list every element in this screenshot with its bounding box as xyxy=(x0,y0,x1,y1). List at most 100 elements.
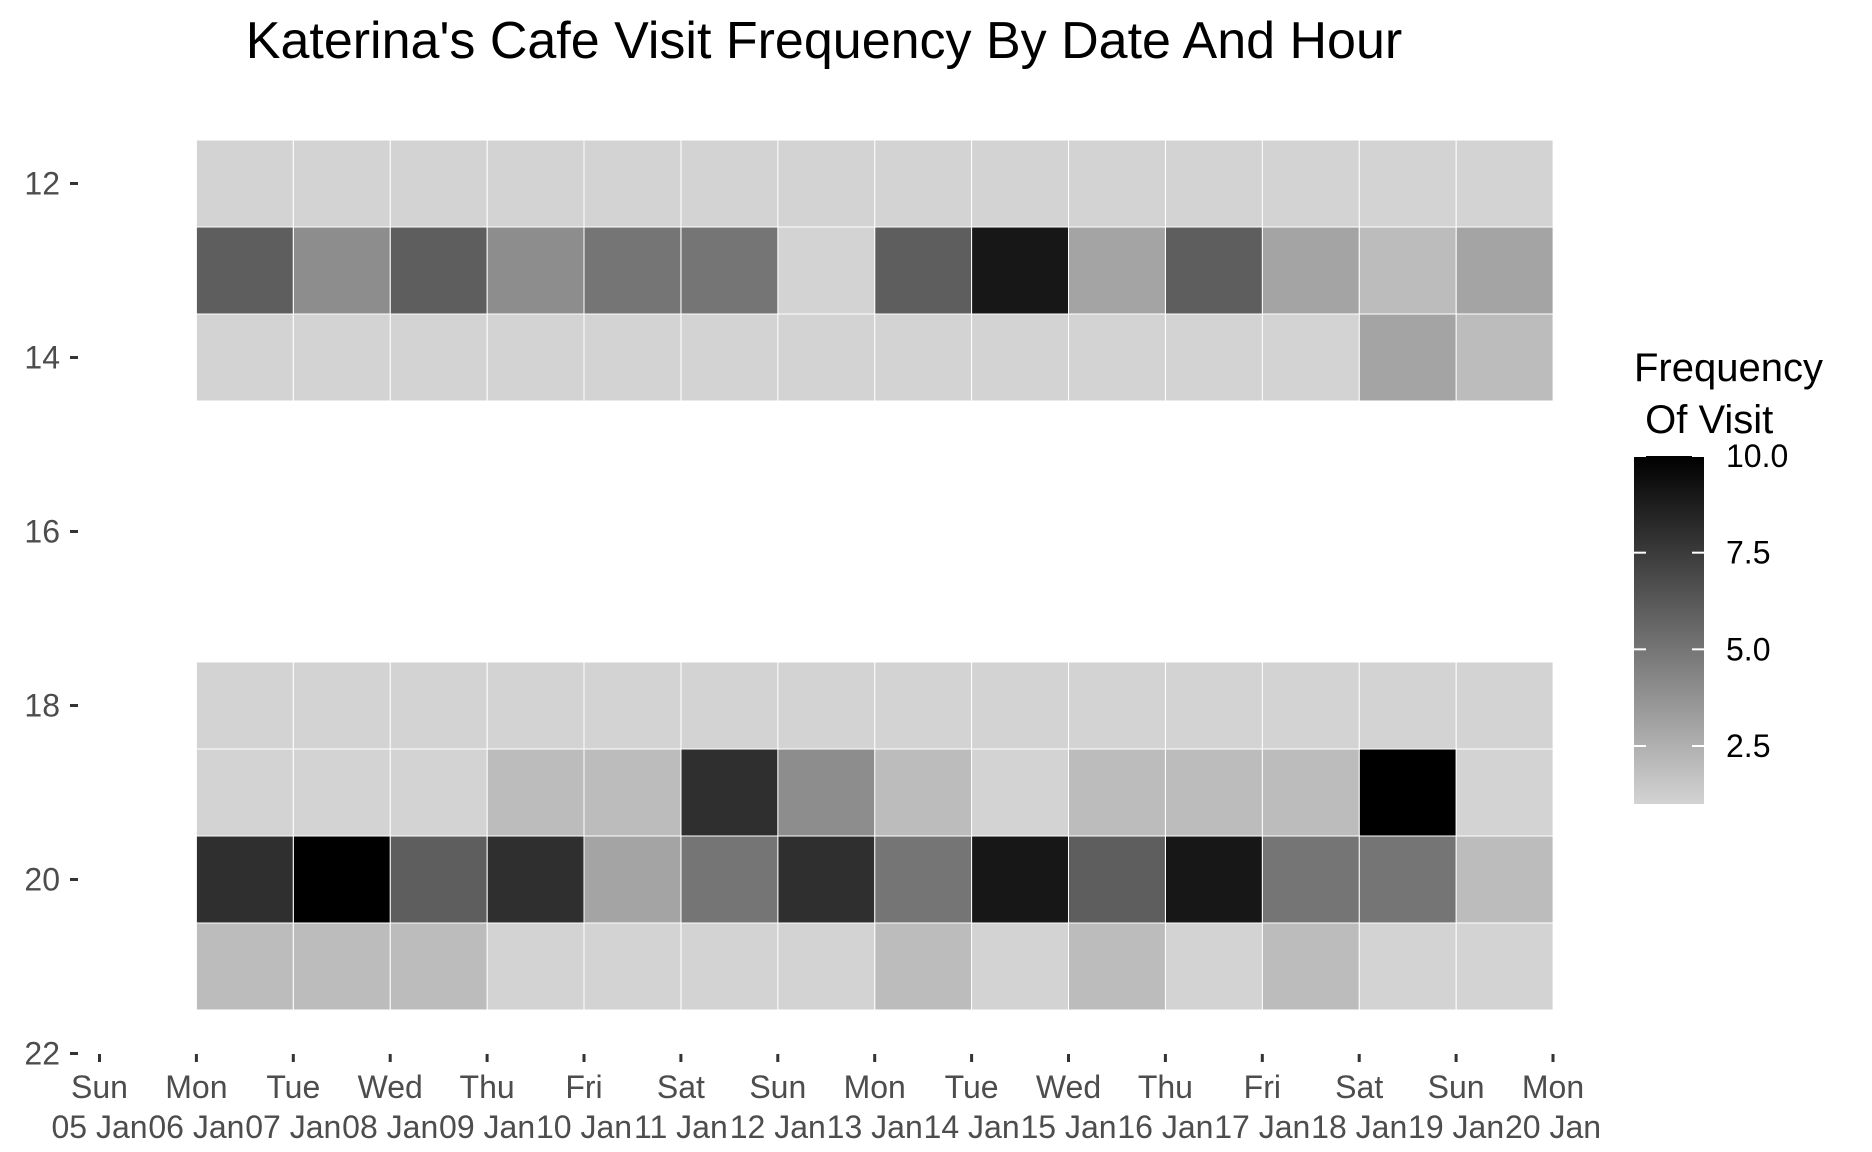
y-tick-label: 22 xyxy=(24,1036,60,1072)
heatmap-tile xyxy=(1261,661,1360,750)
heatmap-tile xyxy=(389,661,488,750)
legend-title-line-2: Of Visit xyxy=(1634,398,1773,442)
heatmap-tile xyxy=(195,922,294,1011)
heatmap-tile xyxy=(680,922,779,1011)
heatmap-tile xyxy=(486,835,585,924)
x-tick-date: 18 Jan xyxy=(1311,1109,1407,1145)
x-tick-date: 17 Jan xyxy=(1214,1109,1310,1145)
x-tick-weekday: Sun xyxy=(1428,1069,1485,1105)
heatmap-tile xyxy=(1261,226,1360,315)
heatmap-tile xyxy=(680,139,779,228)
heatmap-tile xyxy=(583,313,682,402)
heatmap-tile xyxy=(292,139,391,228)
x-tick-date: 10 Jan xyxy=(536,1109,632,1145)
heatmap-tile xyxy=(195,139,294,228)
x-tick-date: 08 Jan xyxy=(342,1109,438,1145)
heatmap-tile xyxy=(1068,226,1166,315)
heatmap-tile xyxy=(195,835,294,924)
x-tick-weekday: Thu xyxy=(1138,1069,1193,1105)
heatmap-tile xyxy=(1358,139,1457,228)
heatmap-tile xyxy=(971,226,1069,315)
heatmap-tile xyxy=(777,139,876,228)
heatmap-tile xyxy=(777,922,876,1011)
x-tick-date: 12 Jan xyxy=(730,1109,826,1145)
heatmap-tile xyxy=(680,748,779,837)
x-tick-date: 09 Jan xyxy=(439,1109,535,1145)
heatmap-tile xyxy=(583,661,682,750)
x-tick-weekday: Sun xyxy=(749,1069,806,1105)
heatmap-tile xyxy=(583,922,682,1011)
heatmap-tile xyxy=(1358,661,1457,750)
x-tick-weekday: Wed xyxy=(358,1069,423,1105)
heatmap-tile xyxy=(486,922,585,1011)
heatmap-tile xyxy=(486,139,585,228)
x-tick-date: 07 Jan xyxy=(245,1109,341,1145)
x-axis: Sun 05 Jan Mon 06 Jan Tue 07 Jan Wed 08 Jan Thu 0… xyxy=(51,1054,1601,1145)
heatmap-tile xyxy=(1165,661,1263,750)
heatmap-tile xyxy=(1261,835,1360,924)
heatmap-tile xyxy=(1455,661,1554,750)
heatmap-tile xyxy=(971,922,1069,1011)
heatmap-tile xyxy=(486,313,585,402)
heatmap-tile xyxy=(389,922,488,1011)
heatmap-tile xyxy=(1068,835,1166,924)
heatmap-tile xyxy=(292,661,391,750)
heatmap-tile xyxy=(486,748,585,837)
heatmap-tile xyxy=(1068,313,1166,402)
heatmap-tile xyxy=(583,226,682,315)
heatmap-tile xyxy=(1261,313,1360,402)
y-tick-label: 18 xyxy=(24,688,60,724)
heatmap-tile xyxy=(1358,835,1457,924)
heatmap-tile xyxy=(874,226,973,315)
y-tick-label: 16 xyxy=(24,514,60,550)
heatmap-tile xyxy=(1455,922,1554,1011)
x-tick-weekday: Thu xyxy=(460,1069,515,1105)
x-tick-date: 06 Jan xyxy=(148,1109,244,1145)
heatmap-tile xyxy=(1068,139,1166,228)
heatmap-tile xyxy=(777,313,876,402)
heatmap-tile xyxy=(971,748,1069,837)
heatmap-tile xyxy=(292,922,391,1011)
x-tick-date: 20 Jan xyxy=(1505,1109,1601,1145)
heatmap-tile xyxy=(195,661,294,750)
heatmap-tile xyxy=(874,748,973,837)
heatmap-tile xyxy=(1165,139,1263,228)
heatmap-tile xyxy=(874,922,973,1011)
x-tick-weekday: Mon xyxy=(165,1069,227,1105)
heatmap-tile xyxy=(292,835,391,924)
heatmap-tile xyxy=(1165,748,1263,837)
heatmap-tile xyxy=(1455,748,1554,837)
heatmap-tile xyxy=(971,835,1069,924)
x-tick-weekday: Mon xyxy=(844,1069,906,1105)
heatmap-tile xyxy=(680,226,779,315)
heatmap-tile xyxy=(1165,313,1263,402)
heatmap-tile xyxy=(195,748,294,837)
heatmap-tile xyxy=(1068,922,1166,1011)
x-tick-weekday: Sat xyxy=(1335,1069,1383,1105)
heatmap-tile xyxy=(777,226,876,315)
x-tick-date: 15 Jan xyxy=(1020,1109,1116,1145)
y-axis: 12 14 16 18 20 22 xyxy=(24,166,78,1072)
legend-tick-label: 5.0 xyxy=(1726,631,1770,667)
heatmap-tile xyxy=(292,313,391,402)
heatmap-tile xyxy=(1165,835,1263,924)
x-tick-date: 05 Jan xyxy=(51,1109,147,1145)
heatmap-tile xyxy=(971,661,1069,750)
x-tick-weekday: Fri xyxy=(1244,1069,1281,1105)
heatmap-tile xyxy=(971,313,1069,402)
heatmap-tile xyxy=(1261,748,1360,837)
heatmap-tile xyxy=(486,661,585,750)
heatmap-tile xyxy=(874,313,973,402)
y-tick-label: 12 xyxy=(24,166,60,202)
heatmap-tile xyxy=(874,835,973,924)
heatmap-tile xyxy=(680,313,779,402)
x-tick-date: 16 Jan xyxy=(1117,1109,1213,1145)
legend-title-line-1: Frequency xyxy=(1634,346,1823,390)
x-tick-weekday: Sat xyxy=(657,1069,705,1105)
heatmap-tile xyxy=(1261,922,1360,1011)
x-tick-weekday: Tue xyxy=(266,1069,320,1105)
heatmap-tile xyxy=(777,748,876,837)
chart-title: Katerina's Cafe Visit Frequency By Date … xyxy=(246,12,1402,70)
heatmap-tile xyxy=(874,139,973,228)
x-tick-weekday: Sun xyxy=(71,1069,128,1105)
